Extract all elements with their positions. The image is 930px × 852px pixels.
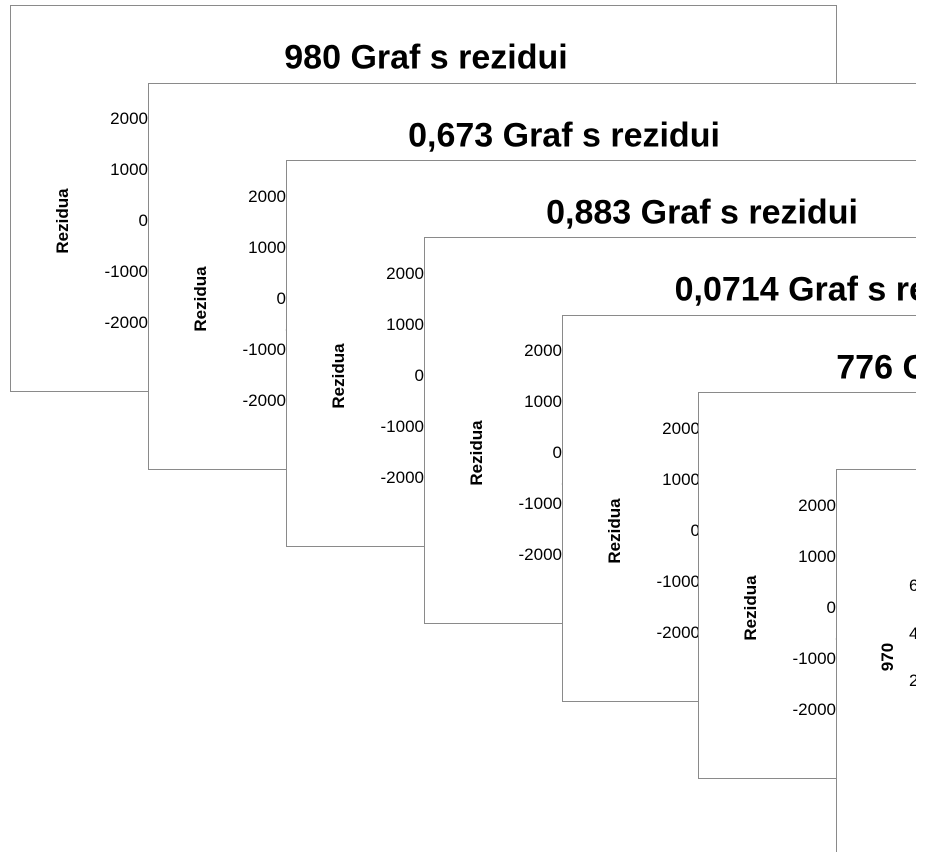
- y-tick-label: -1000: [104, 262, 148, 281]
- y-axis-label: Rezidua: [467, 420, 486, 486]
- y-tick-label: 2000: [386, 264, 424, 283]
- y-tick-label: -2000: [104, 313, 148, 332]
- chart-title: 776 Graf s rezidui: [836, 348, 916, 387]
- y-axis-label: 970: [878, 642, 897, 672]
- y-tick-label: 2000: [524, 341, 562, 360]
- y-tick-label: 0: [552, 443, 562, 462]
- y-tick-label: -2000: [518, 545, 562, 564]
- y-tick-label: -2000: [242, 391, 286, 410]
- y-tick-label: -1000: [518, 494, 562, 513]
- y-tick-label: 0: [414, 366, 424, 385]
- y-tick-label: 1000: [798, 547, 836, 566]
- y-tick-label: -2000: [792, 700, 836, 719]
- y-tick-label: 0: [826, 598, 836, 617]
- y-tick-label: 2000: [248, 187, 286, 206]
- y-tick-label: 0: [138, 211, 148, 230]
- chart-title: 0,0714 Graf s rezidui: [674, 270, 916, 309]
- chart-title: 0,673 Graf s rezidui: [408, 116, 720, 155]
- y-tick-label: 1000: [662, 470, 700, 489]
- y-axis-label: Rezidua: [53, 188, 72, 254]
- y-tick-label: -2000: [656, 623, 700, 642]
- y-tick-label: -1000: [242, 340, 286, 359]
- y-tick-label: 1000: [110, 160, 148, 179]
- y-tick-label: -1000: [792, 649, 836, 668]
- y-axis-label: Rezidua: [329, 343, 348, 409]
- y-tick-label: -1000: [380, 417, 424, 436]
- chart-sheet[interactable]: 6 4 2 970: [836, 469, 916, 852]
- y-axis-label: Rezidua: [191, 266, 210, 332]
- y-tick-label: 1000: [248, 238, 286, 257]
- y-tick-label: -2000: [380, 468, 424, 487]
- y-tick-label: 1000: [386, 315, 424, 334]
- y-tick-label: 2000: [662, 419, 700, 438]
- chart-title: 980 Graf s rezidui: [284, 38, 568, 77]
- y-tick-label: 2000: [110, 109, 148, 128]
- y-tick-label: 4: [909, 623, 916, 643]
- y-tick-label: 0: [276, 289, 286, 308]
- y-tick-label: 6: [909, 576, 916, 595]
- y-tick-label: 1000: [524, 392, 562, 411]
- y-tick-label: 2: [909, 671, 916, 690]
- y-axis-label: Rezidua: [605, 498, 624, 564]
- y-tick-label: -1000: [656, 572, 700, 591]
- y-axis-label: Rezidua: [741, 575, 760, 641]
- chart-title: 0,883 Graf s rezidui: [546, 193, 858, 232]
- y-tick-label: 0: [690, 521, 700, 540]
- y-tick-label: 2000: [798, 496, 836, 515]
